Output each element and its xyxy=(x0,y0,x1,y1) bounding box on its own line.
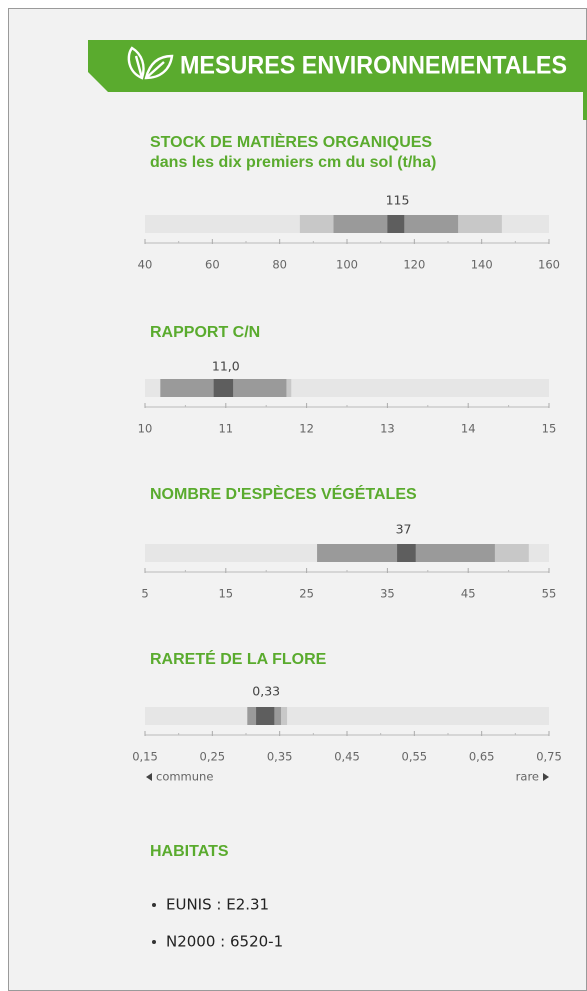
x-tick-label: 120 xyxy=(403,258,425,272)
x-tick-label: 0,45 xyxy=(334,750,360,764)
chart-title: RAPPORT C/N xyxy=(150,324,260,341)
x-tick-label: 0,55 xyxy=(402,750,428,764)
x-tick-label: 0,15 xyxy=(132,750,158,764)
x-tick-label: 80 xyxy=(272,258,287,272)
x-tick-label: 160 xyxy=(538,258,560,272)
header-title: MESURES ENVIRONNEMENTALES xyxy=(180,52,567,80)
x-tick-label: 15 xyxy=(218,587,233,601)
arrow-right xyxy=(543,773,549,781)
x-tick-label: 0,75 xyxy=(536,750,562,764)
x-tick-label: 45 xyxy=(461,587,476,601)
bullet xyxy=(152,940,156,944)
habitats-title: HABITATS xyxy=(150,843,229,860)
bullet xyxy=(152,903,156,907)
value-label: 37 xyxy=(396,522,412,537)
x-tick-label: 25 xyxy=(299,587,314,601)
habitat-item: EUNIS : E2.31 xyxy=(166,896,269,914)
value-label: 11,0 xyxy=(212,359,240,374)
core-range xyxy=(387,215,405,233)
x-tick-label: 60 xyxy=(205,258,220,272)
x-tick-label: 5 xyxy=(141,587,148,601)
value-label: 0,33 xyxy=(252,684,280,699)
x-tick-label: 10 xyxy=(138,422,153,436)
core-range xyxy=(213,379,234,397)
core-range xyxy=(256,707,275,725)
x-tick-label: 13 xyxy=(380,422,395,436)
panel xyxy=(8,8,587,991)
chart-title: NOMBRE D'ESPÈCES VÉGÉTALES xyxy=(150,484,417,503)
x-tick-label: 140 xyxy=(471,258,493,272)
x-tick-label: 0,35 xyxy=(267,750,293,764)
chart-title: STOCK DE MATIÈRES ORGANIQUES xyxy=(150,132,432,151)
x-tick-label: 40 xyxy=(138,258,153,272)
chart-title: RARETÉ DE LA FLORE xyxy=(150,649,327,668)
header-banner xyxy=(88,40,583,92)
header-tab xyxy=(583,40,587,120)
habitat-item: N2000 : 6520-1 xyxy=(166,933,283,951)
x-tick-label: 0,65 xyxy=(469,750,495,764)
arrow-left xyxy=(146,773,152,781)
x-tick-label: 14 xyxy=(461,422,476,436)
value-label: 115 xyxy=(386,193,410,208)
core-range xyxy=(397,544,416,562)
x-tick-label: 35 xyxy=(380,587,395,601)
annotation: commune xyxy=(156,770,213,784)
x-tick-label: 15 xyxy=(542,422,557,436)
x-tick-label: 11 xyxy=(218,422,233,436)
x-tick-label: 100 xyxy=(336,258,358,272)
chart-subtitle: dans les dix premiers cm du sol (t/ha) xyxy=(150,154,436,171)
x-tick-label: 12 xyxy=(299,422,314,436)
leaf-icon xyxy=(127,46,174,80)
x-tick-label: 0,25 xyxy=(200,750,226,764)
x-tick-label: 55 xyxy=(542,587,557,601)
annotation: rare xyxy=(516,770,539,784)
track xyxy=(145,707,549,725)
